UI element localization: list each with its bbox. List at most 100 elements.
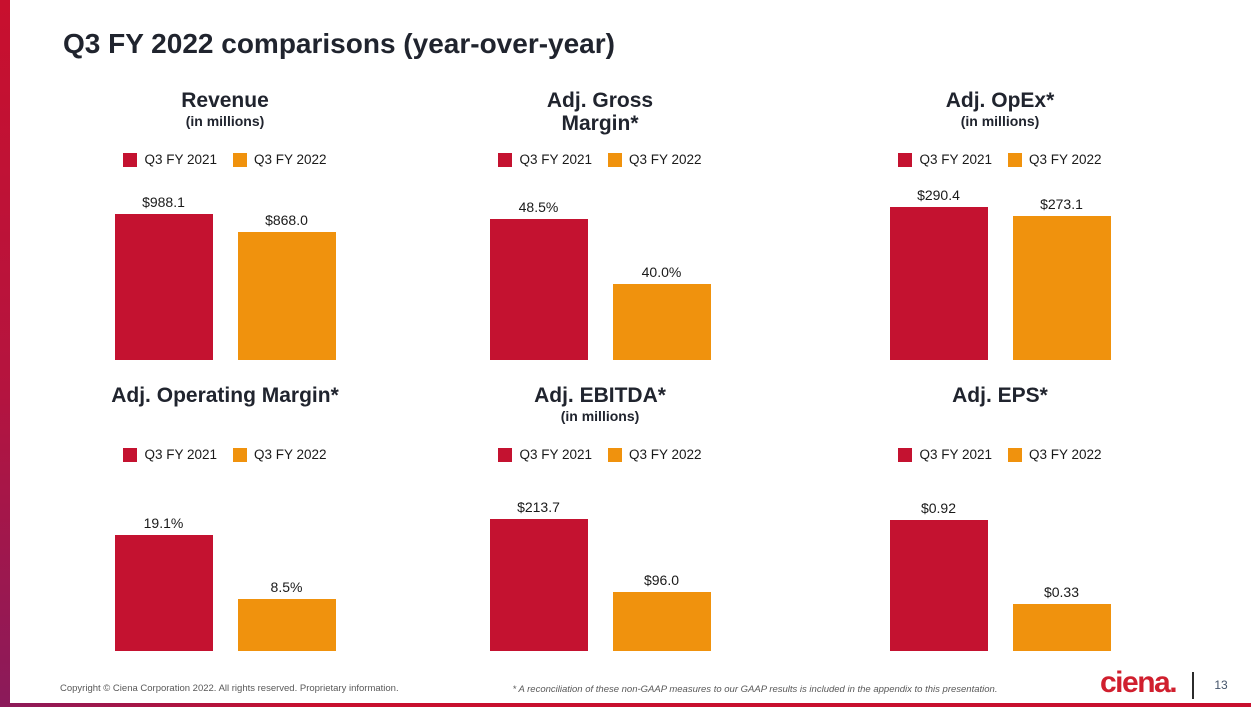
bar-fy2021 bbox=[889, 207, 988, 360]
legend-swatch-fy2021 bbox=[498, 447, 513, 462]
chart-subtitle: (in millions) bbox=[960, 112, 1040, 129]
bar-fy2021 bbox=[114, 535, 213, 651]
bar-group-fy2022: $868.0 bbox=[237, 212, 336, 360]
legend-label-fy2022: Q3 FY 2022 bbox=[629, 152, 702, 167]
chart-header: Adj. EPS* bbox=[835, 384, 1165, 408]
legend-item-fy2021: Q3 FY 2021 bbox=[898, 152, 992, 167]
footer-divider bbox=[1192, 672, 1194, 699]
bar-fy2022 bbox=[612, 284, 711, 360]
page-title: Q3 FY 2022 comparisons (year-over-year) bbox=[63, 28, 615, 59]
legend-swatch-fy2021 bbox=[898, 447, 913, 462]
ciena-logo: ciena. bbox=[1100, 666, 1178, 699]
bar-value-label: $0.33 bbox=[1043, 584, 1080, 600]
legend-swatch-fy2021 bbox=[123, 152, 138, 167]
legend-label-fy2022: Q3 FY 2022 bbox=[1029, 152, 1102, 167]
chart-legend: Q3 FY 2021 Q3 FY 2022 bbox=[60, 152, 390, 167]
bar-group-fy2021: $0.92 bbox=[889, 500, 988, 651]
legend-label-fy2022: Q3 FY 2022 bbox=[254, 447, 327, 462]
bottom-accent-bar bbox=[0, 703, 1251, 707]
legend-swatch-fy2021 bbox=[123, 447, 138, 462]
bar-group-fy2021: $290.4 bbox=[889, 187, 988, 360]
bar-fy2022 bbox=[237, 232, 336, 360]
chart-title: Adj. EBITDA* bbox=[534, 384, 666, 407]
legend-label-fy2021: Q3 FY 2021 bbox=[144, 152, 217, 167]
bar-group-fy2022: $0.33 bbox=[1012, 584, 1111, 651]
chart-panel: Adj. Operating Margin* Q3 FY 2021 Q3 FY … bbox=[60, 383, 390, 651]
bar-value-label: $868.0 bbox=[265, 212, 308, 228]
bar-chart: 48.5% 40.0% bbox=[435, 199, 765, 360]
bar-fy2022 bbox=[237, 599, 336, 651]
bar-group-fy2021: 19.1% bbox=[114, 515, 213, 651]
footnote-text: * A reconciliation of these non-GAAP mea… bbox=[512, 684, 998, 695]
legend-item-fy2021: Q3 FY 2021 bbox=[123, 152, 217, 167]
legend-swatch-fy2022 bbox=[233, 447, 247, 462]
chart-panel: Adj. Gross Margin* Q3 FY 2021 Q3 FY 2022… bbox=[435, 88, 765, 360]
legend-item-fy2021: Q3 FY 2021 bbox=[498, 447, 592, 462]
bar-chart: $0.92 $0.33 bbox=[835, 500, 1165, 651]
copyright-text: Copyright © Ciena Corporation 2022. All … bbox=[60, 683, 399, 694]
legend-item-fy2022: Q3 FY 2022 bbox=[233, 152, 327, 167]
bar-group-fy2022: 8.5% bbox=[237, 579, 336, 651]
chart-legend: Q3 FY 2021 Q3 FY 2022 bbox=[60, 447, 390, 462]
chart-panel: Adj. OpEx* (in millions) Q3 FY 2021 Q3 F… bbox=[835, 88, 1165, 360]
bar-value-label: $290.4 bbox=[917, 187, 960, 203]
chart-title: Adj. Gross Margin* bbox=[546, 89, 654, 135]
legend-item-fy2021: Q3 FY 2021 bbox=[898, 447, 992, 462]
bar-chart: 19.1% 8.5% bbox=[60, 515, 390, 651]
chart-header: Adj. Operating Margin* bbox=[60, 384, 390, 408]
chart-panel: Revenue (in millions) Q3 FY 2021 Q3 FY 2… bbox=[60, 88, 390, 360]
bar-chart: $213.7 $96.0 bbox=[435, 499, 765, 651]
bar-fy2022 bbox=[1012, 216, 1111, 360]
legend-swatch-fy2022 bbox=[608, 152, 622, 167]
bar-chart: $290.4 $273.1 bbox=[835, 187, 1165, 360]
chart-header: Revenue (in millions) bbox=[60, 89, 390, 129]
legend-swatch-fy2022 bbox=[233, 152, 247, 167]
legend-item-fy2021: Q3 FY 2021 bbox=[498, 152, 592, 167]
legend-item-fy2022: Q3 FY 2022 bbox=[1008, 152, 1102, 167]
bar-fy2021 bbox=[889, 520, 988, 651]
bar-fy2021 bbox=[489, 519, 588, 651]
bar-fy2021 bbox=[489, 219, 588, 360]
legend-swatch-fy2021 bbox=[498, 152, 513, 167]
bar-group-fy2022: 40.0% bbox=[612, 264, 711, 360]
chart-legend: Q3 FY 2021 Q3 FY 2022 bbox=[435, 447, 765, 462]
chart-title: Adj. EPS* bbox=[952, 384, 1048, 407]
chart-subtitle: (in millions) bbox=[560, 407, 640, 424]
legend-label-fy2021: Q3 FY 2021 bbox=[919, 152, 992, 167]
bar-group-fy2022: $96.0 bbox=[612, 572, 711, 651]
bar-value-label: $988.1 bbox=[142, 194, 185, 210]
chart-legend: Q3 FY 2021 Q3 FY 2022 bbox=[435, 152, 765, 167]
legend-swatch-fy2022 bbox=[1008, 152, 1022, 167]
bar-chart: $988.1 $868.0 bbox=[60, 194, 390, 360]
bar-group-fy2021: 48.5% bbox=[489, 199, 588, 360]
legend-item-fy2022: Q3 FY 2022 bbox=[1008, 447, 1102, 462]
bar-group-fy2022: $273.1 bbox=[1012, 196, 1111, 360]
bar-value-label: 48.5% bbox=[518, 199, 559, 215]
legend-item-fy2022: Q3 FY 2022 bbox=[608, 447, 702, 462]
legend-swatch-fy2022 bbox=[1008, 447, 1022, 462]
legend-label-fy2022: Q3 FY 2022 bbox=[629, 447, 702, 462]
legend-label-fy2021: Q3 FY 2021 bbox=[919, 447, 992, 462]
legend-label-fy2021: Q3 FY 2021 bbox=[519, 447, 592, 462]
bar-value-label: $273.1 bbox=[1040, 196, 1083, 212]
bar-value-label: 8.5% bbox=[270, 579, 303, 595]
legend-item-fy2022: Q3 FY 2022 bbox=[608, 152, 702, 167]
bar-value-label: $213.7 bbox=[517, 499, 560, 515]
chart-title: Revenue bbox=[181, 89, 269, 112]
chart-header: Adj. EBITDA* (in millions) bbox=[435, 384, 765, 424]
chart-title: Adj. OpEx* bbox=[945, 89, 1055, 112]
chart-header: Adj. OpEx* (in millions) bbox=[835, 89, 1165, 129]
chart-title: Adj. Operating Margin* bbox=[111, 384, 339, 407]
bar-value-label: $0.92 bbox=[920, 500, 957, 516]
bar-group-fy2021: $213.7 bbox=[489, 499, 588, 651]
legend-label-fy2022: Q3 FY 2022 bbox=[1029, 447, 1102, 462]
legend-label-fy2021: Q3 FY 2021 bbox=[519, 152, 592, 167]
legend-item-fy2022: Q3 FY 2022 bbox=[233, 447, 327, 462]
legend-item-fy2021: Q3 FY 2021 bbox=[123, 447, 217, 462]
chart-legend: Q3 FY 2021 Q3 FY 2022 bbox=[835, 152, 1165, 167]
bar-value-label: 40.0% bbox=[641, 264, 682, 280]
bar-fy2022 bbox=[612, 592, 711, 651]
chart-legend: Q3 FY 2021 Q3 FY 2022 bbox=[835, 447, 1165, 462]
bar-value-label: 19.1% bbox=[143, 515, 184, 531]
